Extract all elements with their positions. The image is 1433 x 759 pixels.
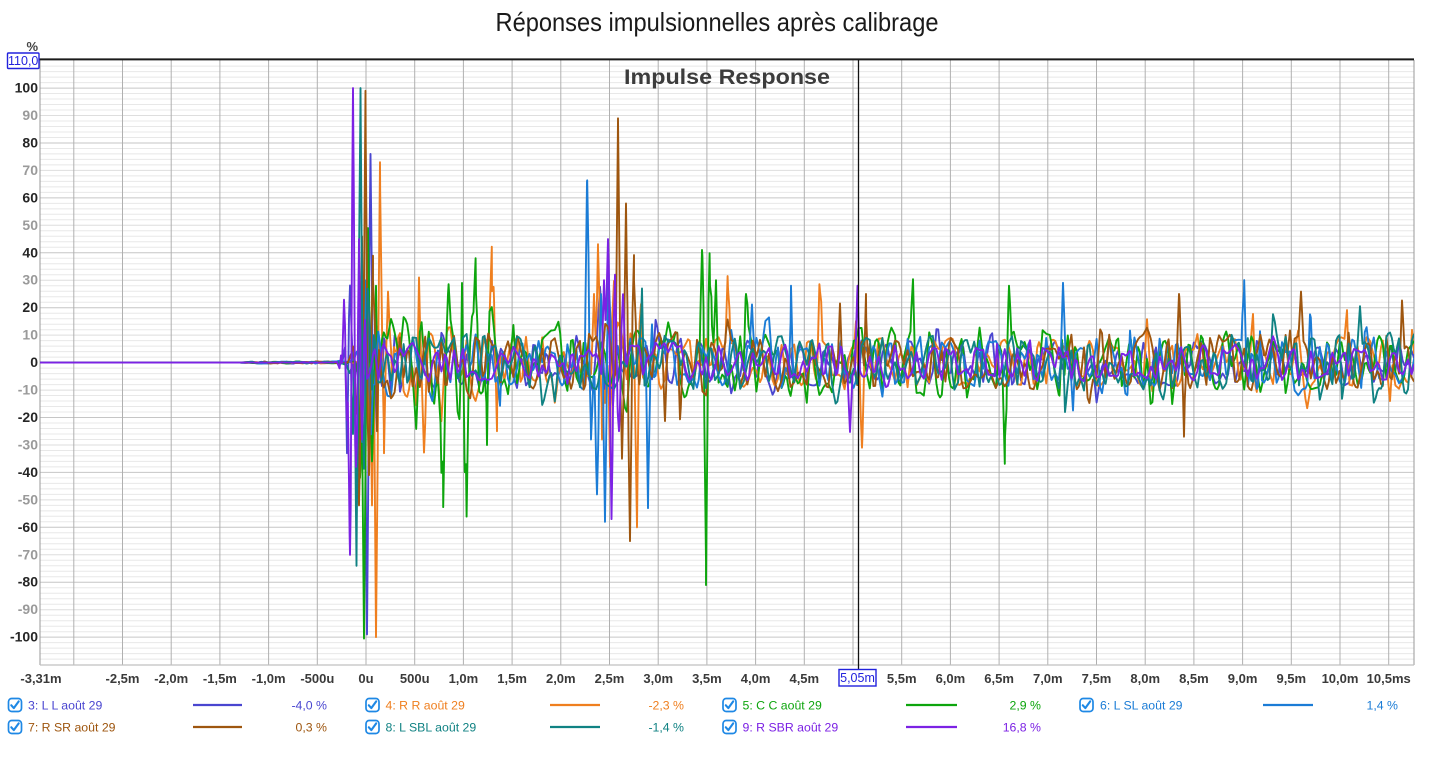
svg-text:30: 30 <box>22 272 38 288</box>
svg-text:0,3 %: 0,3 % <box>296 721 328 735</box>
svg-text:3,5m: 3,5m <box>692 671 722 686</box>
svg-text:6: L SL août 29: 6: L SL août 29 <box>1100 699 1183 713</box>
svg-text:-60: -60 <box>18 519 38 535</box>
svg-text:3,0m: 3,0m <box>643 671 673 686</box>
svg-text:-50: -50 <box>18 491 38 507</box>
svg-text:-1,5m: -1,5m <box>203 671 237 686</box>
svg-text:8: L SBL août 29: 8: L SBL août 29 <box>386 721 477 735</box>
svg-text:90: 90 <box>22 107 38 123</box>
svg-text:Réponses impulsionnelles après: Réponses impulsionnelles après calibrage <box>496 7 939 37</box>
svg-text:2,5m: 2,5m <box>595 671 625 686</box>
svg-text:20: 20 <box>22 299 38 315</box>
svg-text:0u: 0u <box>358 671 373 686</box>
svg-text:50: 50 <box>22 217 38 233</box>
svg-text:500u: 500u <box>400 671 430 686</box>
svg-text:-10: -10 <box>18 382 38 398</box>
svg-text:0: 0 <box>30 354 38 370</box>
svg-text:-4,0 %: -4,0 % <box>291 699 327 713</box>
svg-text:-90: -90 <box>18 601 38 617</box>
svg-text:-30: -30 <box>18 437 38 453</box>
svg-text:6,0m: 6,0m <box>936 671 966 686</box>
svg-text:110,0: 110,0 <box>8 54 38 68</box>
svg-text:-2,0m: -2,0m <box>154 671 188 686</box>
svg-text:7,0m: 7,0m <box>1033 671 1063 686</box>
svg-text:-20: -20 <box>18 409 38 425</box>
svg-text:1,4 %: 1,4 % <box>1367 699 1399 713</box>
svg-text:-80: -80 <box>18 574 38 590</box>
svg-text:60: 60 <box>22 189 38 205</box>
svg-text:80: 80 <box>22 135 38 151</box>
svg-text:70: 70 <box>22 162 38 178</box>
svg-text:7,5m: 7,5m <box>1082 671 1112 686</box>
svg-text:4: R R août 29: 4: R R août 29 <box>386 699 465 713</box>
svg-text:-500u: -500u <box>300 671 334 686</box>
svg-text:8,0m: 8,0m <box>1130 671 1160 686</box>
svg-text:-40: -40 <box>18 464 38 480</box>
svg-text:5: C C août 29: 5: C C août 29 <box>743 699 822 713</box>
svg-text:10,0m: 10,0m <box>1322 671 1359 686</box>
svg-text:-70: -70 <box>18 546 38 562</box>
svg-text:-1,4 %: -1,4 % <box>648 721 684 735</box>
svg-text:16,8 %: 16,8 % <box>1003 721 1041 735</box>
svg-text:10,5ms: 10,5ms <box>1367 671 1411 686</box>
svg-text:4,0m: 4,0m <box>741 671 771 686</box>
svg-text:5,5m: 5,5m <box>887 671 917 686</box>
svg-text:1,0m: 1,0m <box>449 671 479 686</box>
svg-text:3: L L août 29: 3: L L août 29 <box>28 699 102 713</box>
svg-text:-2,5m: -2,5m <box>106 671 140 686</box>
svg-text:-1,0m: -1,0m <box>252 671 286 686</box>
svg-text:5,05m: 5,05m <box>840 671 875 685</box>
svg-text:2,0m: 2,0m <box>546 671 576 686</box>
svg-text:-3,31m: -3,31m <box>20 671 61 686</box>
svg-text:2,9 %: 2,9 % <box>1010 699 1042 713</box>
svg-text:10: 10 <box>22 327 38 343</box>
svg-text:100: 100 <box>15 80 39 96</box>
svg-text:-100: -100 <box>10 629 38 645</box>
svg-text:1,5m: 1,5m <box>497 671 527 686</box>
svg-text:9: R SBR août 29: 9: R SBR août 29 <box>743 721 839 735</box>
svg-text:40: 40 <box>22 244 38 260</box>
svg-text:9,0m: 9,0m <box>1228 671 1258 686</box>
svg-text:9,5m: 9,5m <box>1276 671 1306 686</box>
svg-text:6,5m: 6,5m <box>984 671 1014 686</box>
svg-text:-2,3 %: -2,3 % <box>648 699 684 713</box>
svg-text:8,5m: 8,5m <box>1179 671 1209 686</box>
svg-text:%: % <box>26 39 38 54</box>
svg-text:4,5m: 4,5m <box>789 671 819 686</box>
svg-text:7: R SR août 29: 7: R SR août 29 <box>28 721 116 735</box>
svg-text:Impulse Response: Impulse Response <box>624 65 830 89</box>
